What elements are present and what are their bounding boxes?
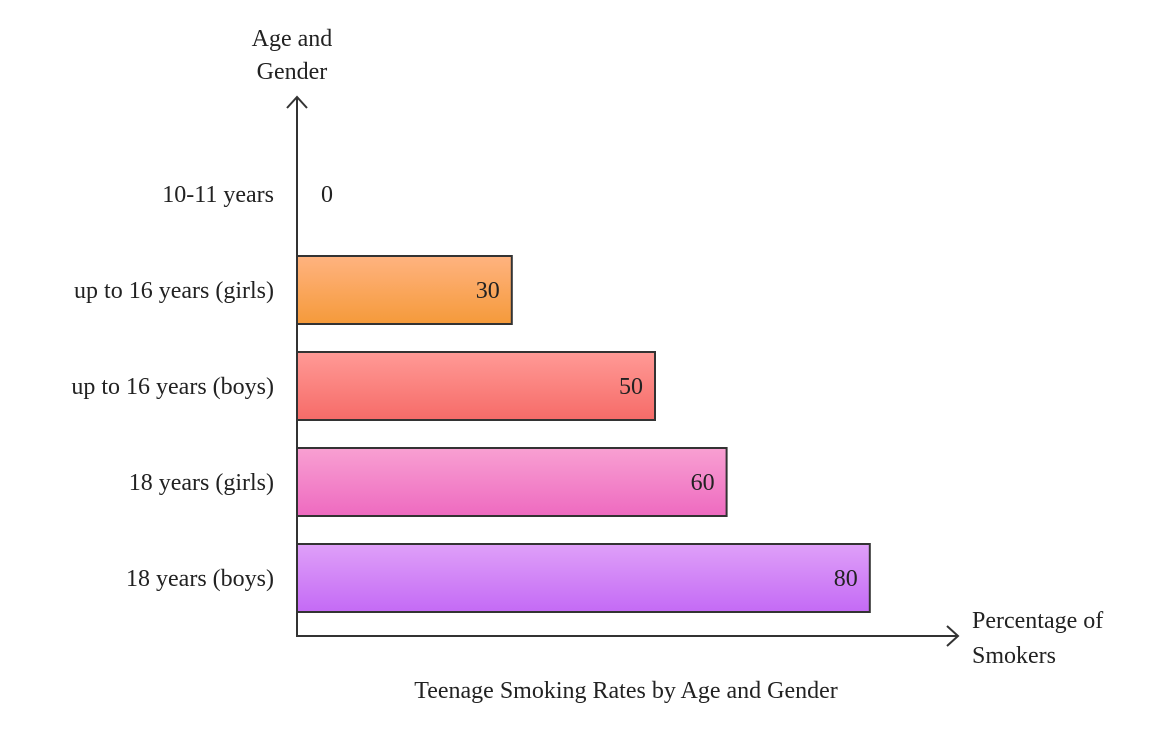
value-label: 0 [321,182,333,208]
y-axis-arrow-icon [286,95,308,109]
bar [296,255,513,325]
category-label: up to 16 years (boys) [71,374,274,400]
bars-layer [296,255,871,613]
category-label: 18 years (boys) [126,566,274,592]
bar [296,447,728,517]
y-axis-title-line-2: Gender [257,59,328,85]
value-label: 50 [619,374,643,400]
value-label: 60 [691,470,715,496]
y-axis-title-line-1: Age and [252,26,333,52]
category-label: up to 16 years (girls) [74,278,274,304]
x-axis-arrow-icon [946,625,960,647]
category-label: 10-11 years [162,182,274,208]
x-axis-title-line-2: Smokers [972,643,1056,669]
category-label: 18 years (girls) [129,470,274,496]
value-label: 80 [834,566,858,592]
x-axis-title-line-1: Percentage of [972,608,1103,634]
bar [296,351,656,421]
bar [296,543,871,613]
chart-title: Teenage Smoking Rates by Age and Gender [414,678,838,704]
value-label: 30 [476,278,500,304]
